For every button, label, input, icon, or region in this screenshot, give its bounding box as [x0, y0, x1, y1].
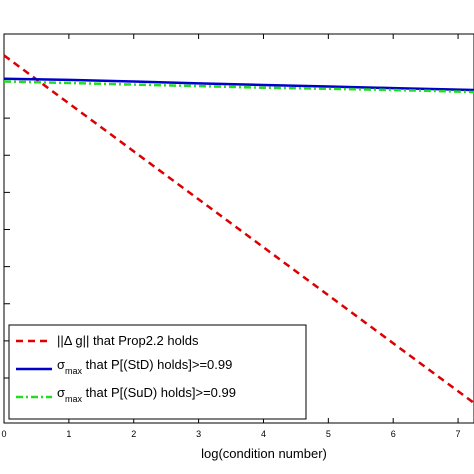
legend-label-part: ||	[57, 333, 64, 348]
legend-label-2: σmax that P[(StD) holds]>=0.99	[57, 357, 232, 376]
x-tick-label: 4	[261, 429, 266, 439]
legend-label-rest: that P[(SuD) holds]>=0.99	[82, 385, 236, 400]
x-tick-label: 6	[391, 429, 396, 439]
x-tick-label: 1	[66, 429, 71, 439]
plot-frame	[3, 33, 474, 424]
legend-label-part: Δ	[64, 333, 73, 348]
series-line-2	[3, 77, 474, 92]
legend-sigma: σ	[57, 357, 65, 372]
legend-subscript: max	[65, 394, 83, 404]
legend-label-part: g|| that Prop2.2 holds	[72, 333, 199, 348]
legend-label-rest: that P[(StD) holds]>=0.99	[82, 357, 232, 372]
x-axis-ticks: 0 1 2 3 4 5 6 7	[1, 34, 461, 439]
series-line-3	[3, 80, 474, 94]
legend-sigma: σ	[57, 385, 65, 400]
x-tick-label: 3	[196, 429, 201, 439]
x-axis-label: log(condition number)	[201, 446, 327, 461]
plot-area	[3, 33, 474, 424]
legend-label-1: ||Δ g|| that Prop2.2 holds	[57, 333, 199, 348]
legend-label-3: σmax that P[(SuD) holds]>=0.99	[57, 385, 236, 404]
legend-box	[8, 324, 307, 420]
x-tick-label: 2	[131, 429, 136, 439]
x-tick-label: 7	[456, 429, 461, 439]
series-layer	[3, 54, 474, 405]
legend-subscript: max	[65, 366, 83, 376]
x-tick-label: 0	[1, 429, 6, 439]
series-line-1	[3, 54, 474, 405]
x-tick-label: 5	[326, 429, 331, 439]
